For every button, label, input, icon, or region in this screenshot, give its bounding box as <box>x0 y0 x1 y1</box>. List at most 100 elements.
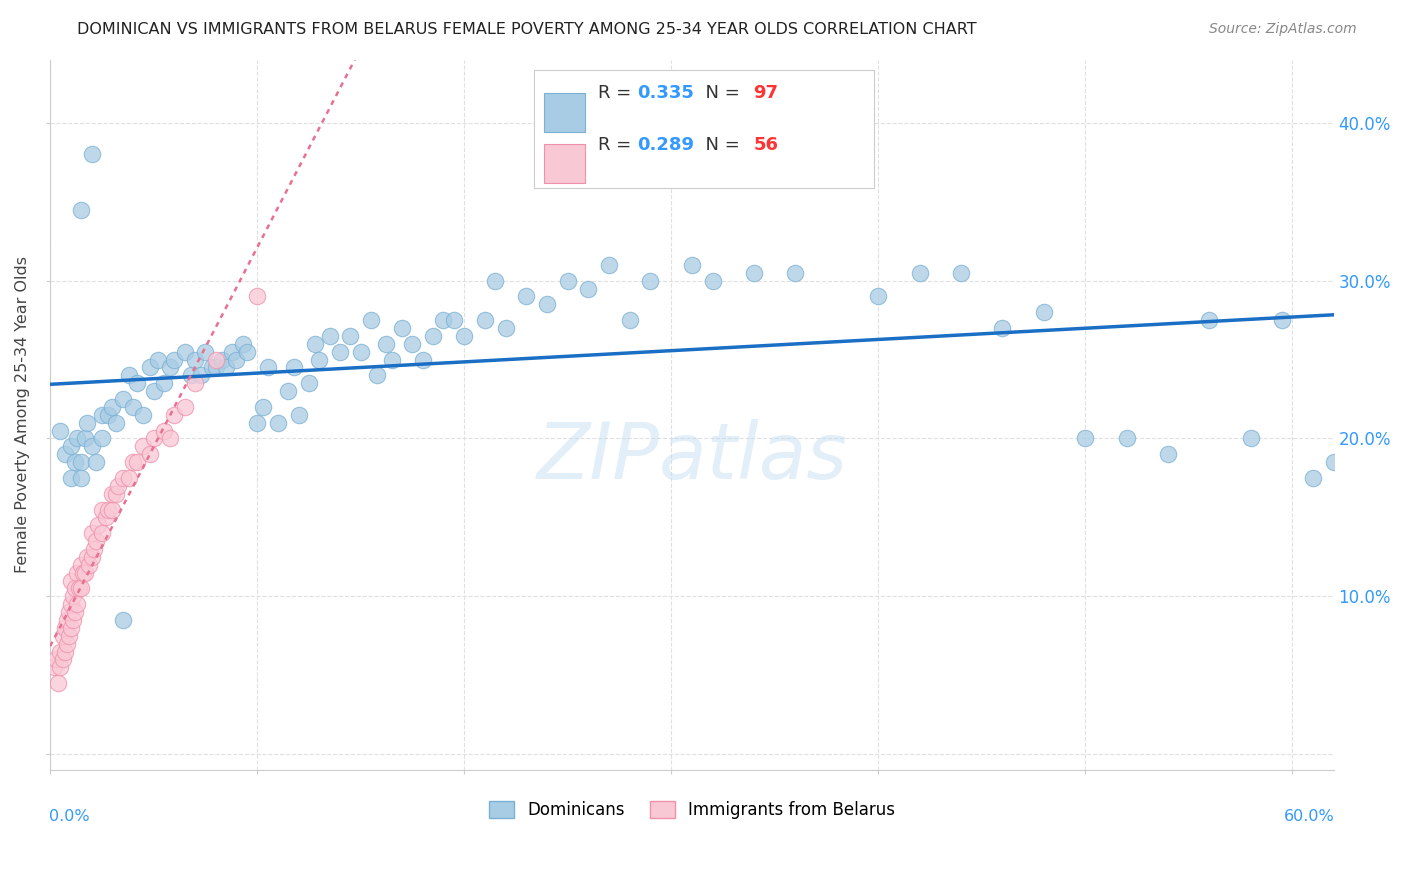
Point <box>107 479 129 493</box>
Point <box>163 352 186 367</box>
Point <box>80 549 103 564</box>
Point <box>1157 447 1180 461</box>
Point <box>350 344 373 359</box>
Point <box>49 644 72 658</box>
Point <box>1302 471 1324 485</box>
Point <box>453 329 475 343</box>
Point <box>90 526 112 541</box>
Point <box>1240 432 1263 446</box>
Text: 0.0%: 0.0% <box>49 809 90 824</box>
Point <box>1198 313 1220 327</box>
Text: ZIPatlas: ZIPatlas <box>537 419 848 495</box>
Point <box>277 384 299 398</box>
Point <box>1271 313 1294 327</box>
Point <box>180 368 202 383</box>
Point <box>84 534 107 549</box>
Point <box>211 352 233 367</box>
Point <box>44 660 66 674</box>
Point <box>132 439 155 453</box>
Point <box>48 676 70 690</box>
Point <box>991 321 1014 335</box>
Point <box>142 432 165 446</box>
Point <box>76 416 98 430</box>
Point <box>598 258 620 272</box>
Point <box>908 266 931 280</box>
Point <box>62 613 84 627</box>
Point <box>70 558 93 572</box>
Point <box>495 321 517 335</box>
Point <box>49 660 72 674</box>
FancyBboxPatch shape <box>544 145 585 183</box>
Point <box>339 329 361 343</box>
Point <box>246 289 269 303</box>
Point <box>63 455 86 469</box>
Point <box>80 439 103 453</box>
Point <box>66 566 89 580</box>
Point <box>173 400 195 414</box>
Point <box>304 336 326 351</box>
Point <box>53 644 76 658</box>
Point <box>443 313 465 327</box>
Point <box>825 147 848 161</box>
Point <box>252 400 274 414</box>
Point <box>101 400 124 414</box>
Point <box>256 360 278 375</box>
Point <box>55 613 77 627</box>
Point <box>153 424 176 438</box>
Point <box>515 289 537 303</box>
Point <box>1074 432 1097 446</box>
Point <box>70 471 93 485</box>
Point <box>432 313 454 327</box>
Point <box>422 329 444 343</box>
Point <box>53 621 76 635</box>
Point <box>184 376 207 391</box>
Text: 60.0%: 60.0% <box>1284 809 1334 824</box>
Point <box>536 297 558 311</box>
Text: 97: 97 <box>754 85 779 103</box>
Point <box>391 321 413 335</box>
Point <box>111 392 134 406</box>
Point <box>59 574 82 588</box>
Point <box>194 344 217 359</box>
Point <box>122 400 145 414</box>
Point <box>159 360 181 375</box>
Text: R =: R = <box>598 85 637 103</box>
Point <box>101 502 124 516</box>
Point <box>204 352 226 367</box>
FancyBboxPatch shape <box>544 93 585 132</box>
Point <box>90 432 112 446</box>
Point <box>785 266 807 280</box>
Point <box>236 344 259 359</box>
Text: N =: N = <box>695 136 747 153</box>
Point <box>118 471 141 485</box>
Point <box>122 455 145 469</box>
Point <box>184 352 207 367</box>
Point <box>75 432 97 446</box>
Point <box>381 352 404 367</box>
Point <box>59 621 82 635</box>
Point <box>70 202 93 217</box>
Point <box>142 384 165 398</box>
Text: R =: R = <box>598 136 637 153</box>
Point <box>105 416 128 430</box>
Point <box>1115 432 1137 446</box>
FancyBboxPatch shape <box>534 70 875 188</box>
Point <box>94 510 117 524</box>
Point <box>87 518 110 533</box>
Point <box>45 652 67 666</box>
Point <box>76 549 98 564</box>
Point <box>225 352 247 367</box>
Point <box>412 352 434 367</box>
Point <box>474 313 496 327</box>
Point <box>127 376 149 391</box>
Point <box>72 566 94 580</box>
Point <box>83 541 105 556</box>
Point <box>173 344 195 359</box>
Point <box>576 281 599 295</box>
Text: 0.335: 0.335 <box>637 85 693 103</box>
Point <box>90 502 112 516</box>
Point <box>138 360 160 375</box>
Point <box>1032 305 1054 319</box>
Point <box>401 336 423 351</box>
Point <box>62 590 84 604</box>
